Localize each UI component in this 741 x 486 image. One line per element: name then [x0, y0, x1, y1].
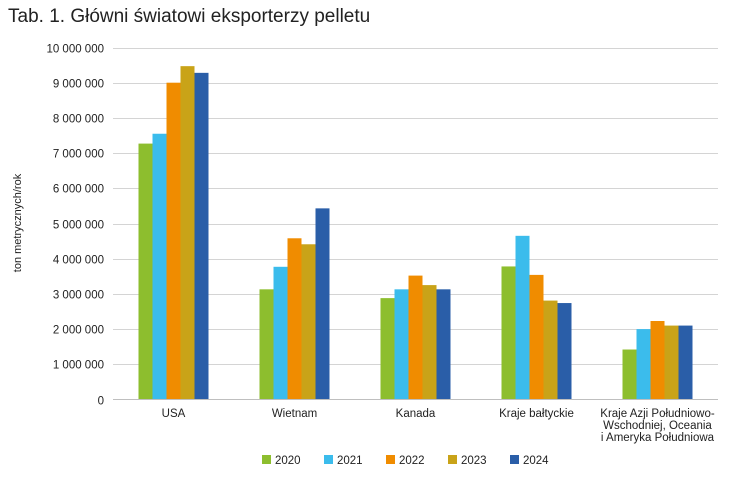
bar-2023-4	[664, 325, 679, 400]
y-axis-label: ton metrycznych/rok	[12, 173, 24, 272]
category-label: Kraje Azji Południowo-Wschodniej, Oceani…	[600, 408, 715, 444]
category-label: Wietnam	[272, 408, 317, 420]
bar-2024-1	[315, 208, 330, 400]
bar-2021-3	[515, 235, 530, 400]
y-tick-label: 5 000 000	[53, 220, 104, 232]
bar-2022-0	[166, 82, 181, 400]
y-tick-label: 4 000 000	[53, 255, 104, 267]
y-axis-tick-labels: 0 1 000 000 2 000 000 3 000 000 4 000 000 5 0…	[46, 44, 104, 408]
y-tick-label: 1 000 000	[53, 360, 104, 372]
legend-label-2023: 2023	[461, 455, 487, 467]
bar-2020-3	[501, 266, 516, 400]
bar-2020-2	[380, 298, 395, 400]
y-tick-label: 7 000 000	[53, 149, 104, 161]
legend-label-2024: 2024	[523, 455, 549, 467]
y-tick-label: 8 000 000	[53, 114, 104, 126]
y-tick-label: 10 000 000	[46, 44, 104, 56]
bar-2024-2	[436, 289, 451, 400]
legend-label-2022: 2022	[399, 455, 425, 467]
category-label: Kraje bałtyckie	[499, 408, 574, 420]
category-label: USA	[162, 408, 186, 420]
bar-2020-1	[259, 289, 274, 400]
legend-label-2020: 2020	[275, 455, 301, 467]
category-label: Kanada	[396, 408, 436, 420]
bar-2022-2	[408, 275, 423, 400]
bar-2022-3	[529, 274, 544, 400]
bar-2021-2	[394, 289, 409, 400]
bar-2023-0	[180, 66, 195, 400]
bars	[138, 66, 693, 400]
bar-2021-0	[152, 133, 167, 400]
bar-2020-4	[622, 349, 637, 400]
legend-swatch-2023	[448, 455, 457, 464]
bar-2020-0	[138, 143, 153, 400]
bar-2022-4	[650, 321, 665, 400]
bar-2024-4	[678, 325, 693, 400]
legend-swatch-2022	[386, 455, 395, 464]
legend-swatch-2021	[324, 455, 333, 464]
bar-2021-4	[636, 329, 651, 400]
y-tick-label: 2 000 000	[53, 325, 104, 337]
y-tick-label: 9 000 000	[53, 79, 104, 91]
legend-swatch-2024	[510, 455, 519, 464]
bar-2021-1	[273, 266, 288, 400]
bar-2023-3	[543, 300, 558, 400]
legend: 2020 2021 2022 2023 2024	[262, 455, 549, 467]
legend-label-2021: 2021	[337, 455, 363, 467]
bar-2023-2	[422, 285, 437, 400]
y-tick-label: 3 000 000	[53, 290, 104, 302]
bar-2024-3	[557, 303, 572, 400]
y-tick-label: 0	[98, 396, 104, 408]
y-tick-label: 6 000 000	[53, 184, 104, 196]
bar-2024-0	[194, 72, 209, 400]
legend-swatch-2020	[262, 455, 271, 464]
chart-title: Tab. 1. Główni światowi eksporterzy pell…	[8, 6, 371, 27]
category-labels: USA Wietnam Kanada Kraje bałtyckie Kraje Azj…	[162, 408, 715, 444]
bar-2023-1	[301, 244, 316, 400]
bar-2022-1	[287, 238, 302, 400]
